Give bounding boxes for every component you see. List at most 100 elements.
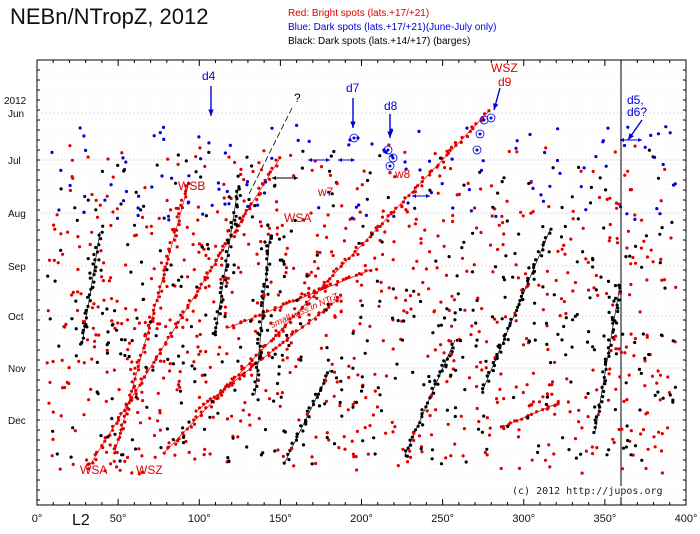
bright-spot-point (142, 375, 146, 379)
track-point (169, 331, 173, 335)
track-point (603, 379, 608, 383)
track-point (81, 336, 85, 340)
blue-spot-point (649, 133, 653, 137)
bright-spot-point (88, 242, 92, 247)
bright-spot-point (347, 364, 351, 368)
dark-spot-point (570, 345, 574, 349)
dark-spot-point (122, 169, 126, 173)
track-point (145, 370, 149, 374)
track-point (487, 379, 491, 383)
bright-spot-point (617, 202, 621, 206)
track-point (294, 438, 298, 442)
dark-spot-point (245, 445, 249, 449)
track-point (162, 268, 166, 272)
bright-spot-point (447, 339, 451, 343)
bright-spot-point (230, 383, 234, 387)
dark-spot-point (235, 224, 239, 228)
bright-spot-point (112, 459, 116, 463)
bright-spot-point (280, 391, 284, 395)
track-point (100, 230, 104, 234)
bright-spot-point (388, 171, 392, 175)
bright-spot-point (498, 387, 502, 391)
track-point (166, 257, 170, 261)
bright-spot-point (239, 270, 243, 274)
bright-spot-point (126, 455, 130, 459)
bright-spot-point (517, 428, 521, 432)
bright-spot-point (280, 223, 284, 227)
dark-spot-point (213, 333, 218, 337)
track-point (240, 367, 244, 371)
bright-spot-point (541, 308, 545, 312)
bright-spot-point (105, 370, 109, 374)
blue-spot-point (160, 174, 164, 178)
dark-spot-point (282, 274, 286, 279)
bright-spot-point (475, 406, 479, 411)
dark-spot-point (613, 408, 618, 412)
bright-spot-point (545, 292, 549, 296)
blue-spot-point (245, 180, 250, 184)
bright-spot-point (327, 438, 331, 442)
bright-spot-point (240, 373, 244, 377)
bright-spot-point (639, 432, 643, 436)
track-point (261, 296, 265, 300)
dark-spot-point (189, 325, 193, 329)
bright-spot-point (307, 313, 311, 317)
dark-spot-point (431, 331, 435, 335)
bright-spot-point (514, 319, 518, 323)
bright-spot-point (323, 289, 327, 293)
question-track (247, 107, 293, 197)
dark-spot-point (233, 388, 237, 392)
bright-spot-point (427, 287, 431, 291)
blue-spot-point (548, 184, 552, 188)
blue-spot-point (450, 157, 454, 161)
bright-spot-point (115, 299, 119, 303)
bright-spot-point (202, 453, 206, 457)
bright-spot-point (551, 380, 555, 384)
annotation-w8: w8 (394, 167, 411, 181)
bright-spot-point (53, 227, 57, 231)
bright-spot-point (315, 233, 319, 237)
bright-spot-point (393, 175, 397, 179)
track-point (336, 279, 340, 284)
dark-spot-point (266, 292, 270, 296)
bright-spot-point (226, 276, 231, 280)
track-point (303, 293, 307, 297)
track-point (113, 444, 117, 448)
bright-spot-point (94, 333, 98, 337)
dark-spot-point (556, 332, 560, 336)
track-point (184, 195, 188, 199)
bright-spot-point (149, 277, 154, 281)
bright-spot-point (294, 365, 298, 369)
dark-spot-point (624, 381, 628, 385)
bright-spot-point (625, 246, 629, 250)
bright-spot-point (51, 410, 55, 414)
arrow-d7-head (350, 121, 356, 128)
track-point (202, 402, 206, 406)
dark-spot-point (570, 195, 574, 199)
bright-spot-point (103, 469, 107, 473)
bright-spot-point (652, 435, 656, 439)
circled-spot (475, 129, 485, 139)
dark-spot-point (232, 271, 236, 275)
bright-spot-point (475, 365, 479, 369)
blue-spot-point (664, 125, 668, 129)
bright-spot-point (417, 434, 422, 438)
track-point (556, 402, 560, 406)
blue-spot-point (225, 189, 229, 194)
bright-spot-point (288, 370, 292, 375)
bright-spot-point (207, 257, 211, 261)
blue-spot-point (350, 216, 354, 220)
dark-spot-point (210, 399, 214, 404)
bright-spot-point (342, 239, 346, 243)
blue-spot-point (558, 171, 562, 175)
dark-spot-point (95, 360, 99, 364)
bright-spot-point (594, 273, 598, 278)
dark-spot-point (500, 317, 504, 321)
track-point (515, 308, 519, 313)
bright-spot-point (620, 427, 624, 431)
bright-spot-point (313, 260, 317, 264)
x-tick-label: 50° (110, 513, 127, 525)
circled-spot (385, 161, 395, 171)
bright-spot-point (495, 400, 499, 404)
bright-spot-point (450, 294, 454, 298)
